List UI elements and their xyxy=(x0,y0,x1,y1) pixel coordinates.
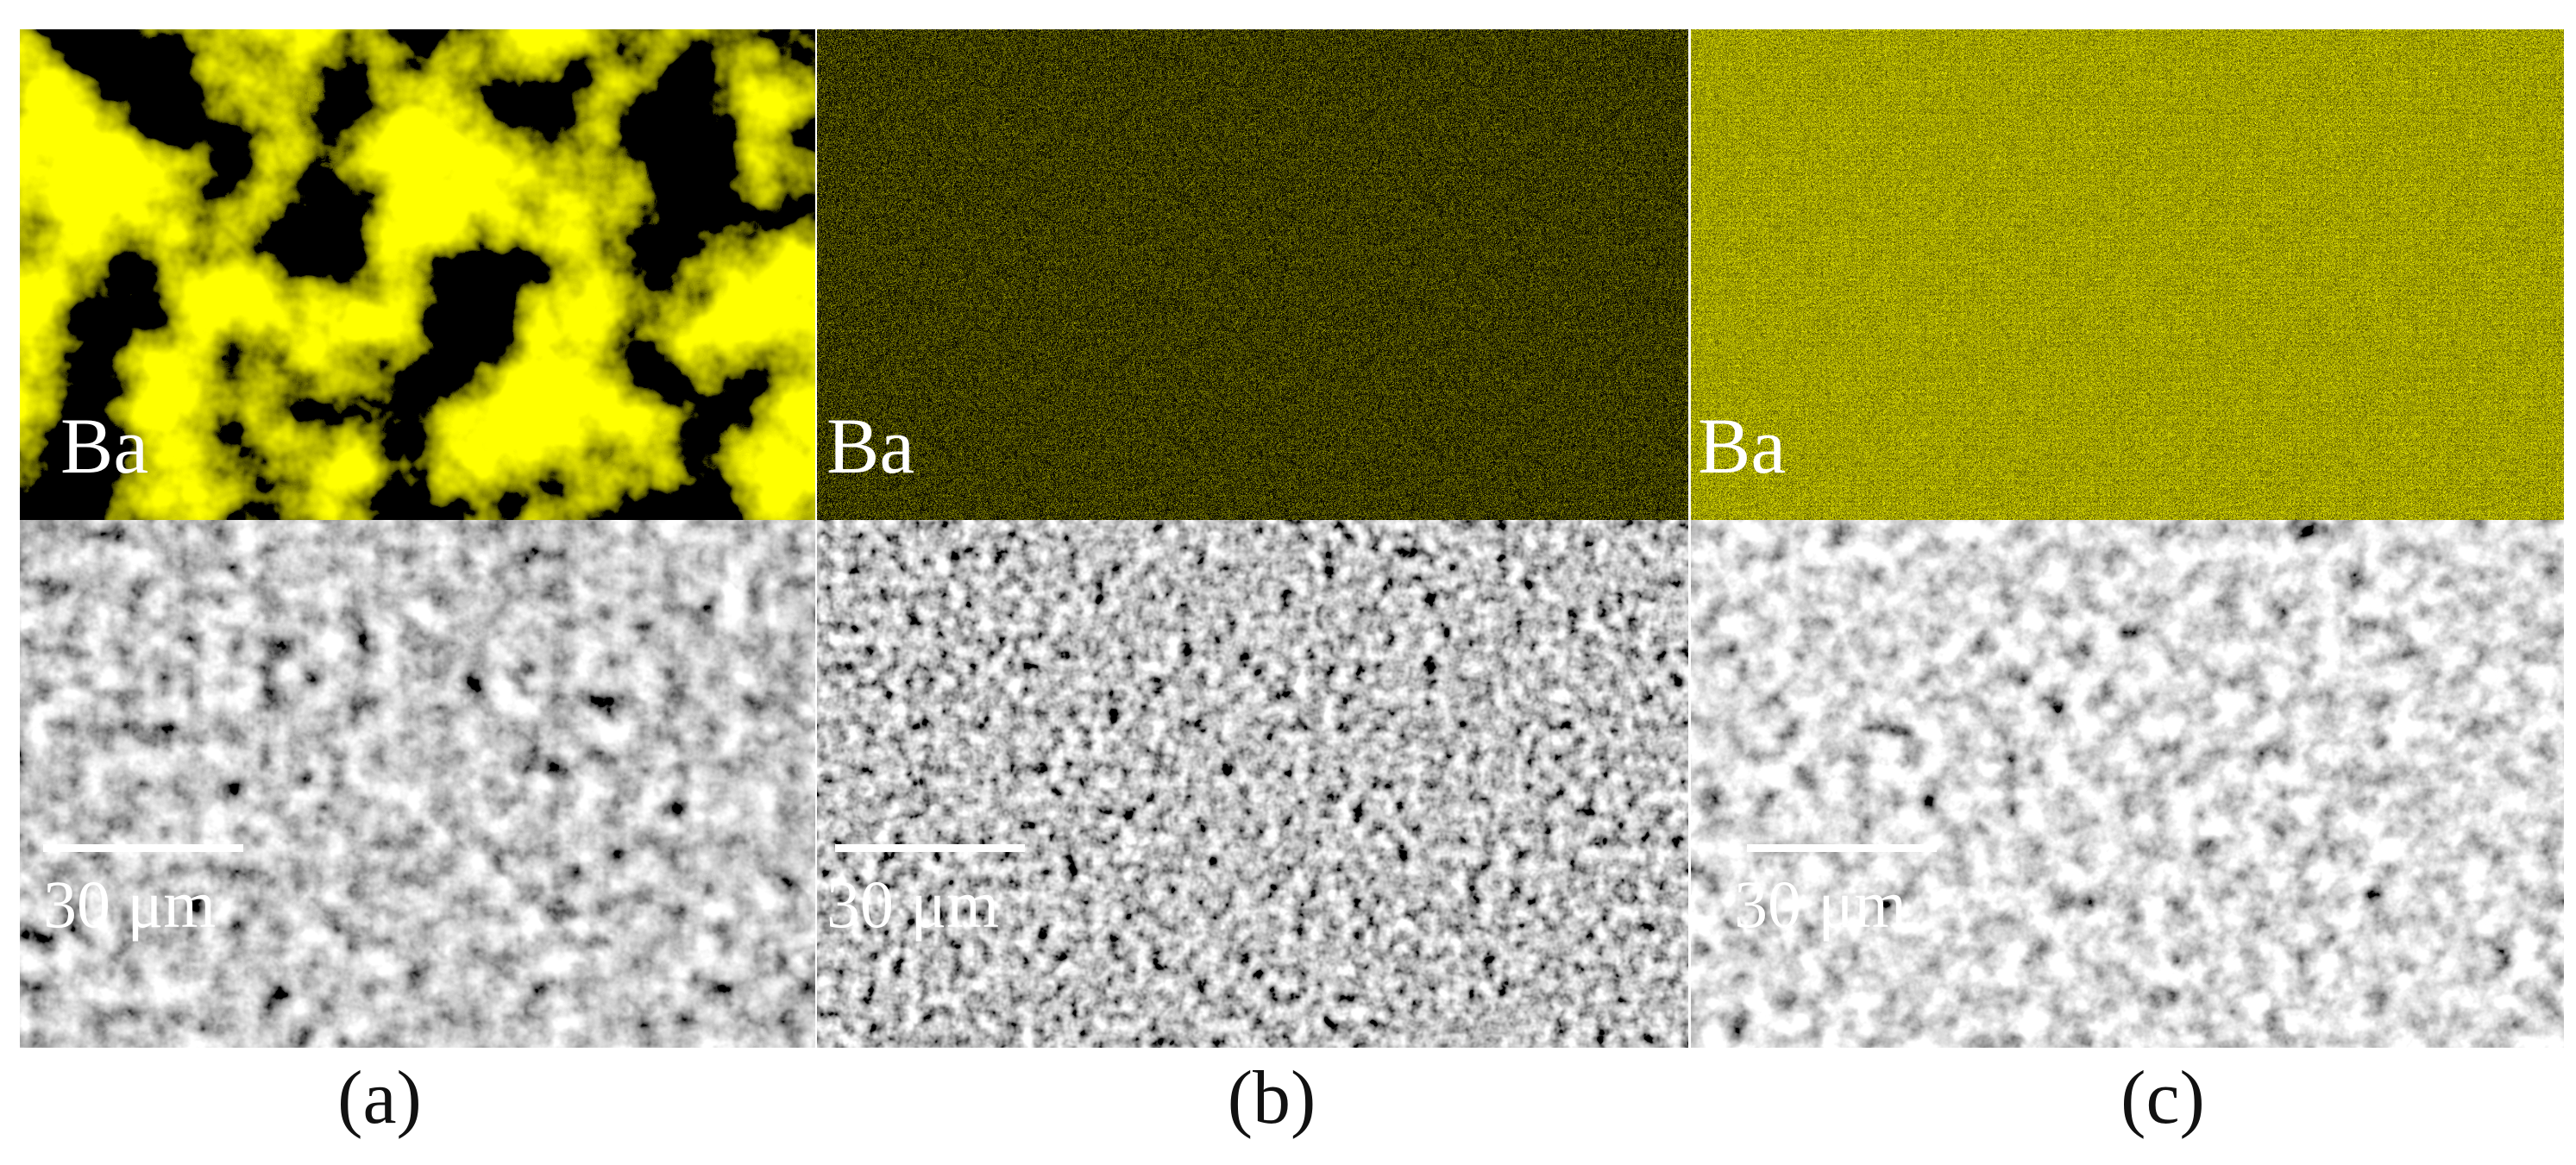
element-label: Ba xyxy=(826,402,914,490)
panel-caption: (a) xyxy=(337,1056,422,1140)
ba-map xyxy=(1691,29,2564,520)
panel-caption: (b) xyxy=(1228,1056,1316,1140)
ba-map xyxy=(817,29,1688,520)
micrograph xyxy=(1691,520,2564,1048)
scale-label: 30 μm xyxy=(43,867,216,942)
scale-bar xyxy=(835,844,1025,852)
panel-caption: (c) xyxy=(2120,1056,2205,1140)
micrograph xyxy=(817,520,1688,1048)
scale-label: 30 μm xyxy=(1734,867,1907,942)
element-label: Ba xyxy=(1698,402,1786,490)
ba-map xyxy=(20,29,815,520)
scale-label: 30 μm xyxy=(826,867,999,942)
micrograph xyxy=(20,520,815,1048)
scale-bar xyxy=(1747,844,1937,852)
scale-bar xyxy=(43,844,243,852)
element-label: Ba xyxy=(60,402,148,490)
